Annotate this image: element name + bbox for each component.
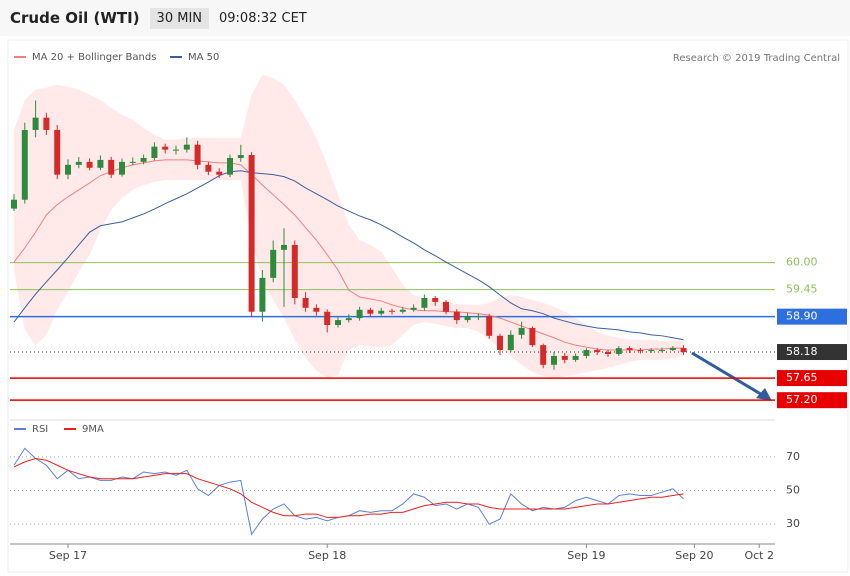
candle-body: [151, 146, 158, 158]
candle-body: [281, 244, 287, 250]
candle-body: [551, 355, 557, 365]
candle-body: [108, 159, 115, 175]
candle-body: [367, 309, 374, 314]
candle-body: [637, 350, 644, 352]
candle-body: [205, 164, 212, 172]
candle-body: [32, 117, 39, 130]
candle-body: [583, 350, 590, 356]
level-label: 57.20: [786, 393, 818, 406]
copyright: Research © 2019 Trading Central: [673, 53, 840, 64]
candle-body: [421, 297, 428, 308]
candle-body: [86, 161, 93, 168]
candle-body: [410, 307, 417, 310]
candle-body: [173, 149, 179, 151]
header: Crude Oil (WTI) 30 MIN 09:08:32 CET: [0, 0, 850, 36]
candle-body: [399, 309, 406, 312]
candle-body: [475, 316, 482, 318]
forecast-arrow: [691, 351, 765, 398]
candle-body: [140, 157, 147, 162]
candle-body: [21, 129, 28, 200]
candle-body: [335, 320, 341, 326]
y-tick-label: 50: [786, 484, 800, 497]
candle-body: [432, 297, 439, 302]
candle-body: [97, 159, 104, 168]
candle-body: [324, 311, 331, 326]
level-label: 58.90: [786, 310, 818, 323]
candle-body: [345, 318, 352, 321]
chart: Research © 2019 Trading Central 60.00 59.…: [7, 39, 849, 573]
candle-body: [227, 157, 233, 175]
x-tick-label: Sep 18: [308, 549, 346, 562]
candle-body: [669, 348, 676, 351]
level-label: 58.18: [786, 345, 818, 358]
candle-body: [626, 348, 633, 351]
moving-average: [13, 159, 684, 351]
level-box: [777, 308, 847, 325]
moving-average: [13, 170, 684, 341]
candle-body: [291, 244, 298, 298]
candle-body: [648, 350, 655, 352]
candle-body: [162, 146, 169, 150]
candle-body: [270, 249, 277, 278]
candle-body: [594, 350, 601, 353]
candle-body: [129, 161, 136, 163]
candle-body: [194, 144, 201, 165]
candle-body: [497, 335, 503, 351]
legend-label: 9MA: [82, 424, 104, 435]
candle-body: [389, 310, 395, 312]
legend-label: RSI: [32, 424, 48, 435]
candle-body: [54, 129, 61, 175]
candle-body: [518, 327, 525, 335]
level-label: 57.65: [786, 371, 818, 384]
forecast-arrowhead: [756, 388, 772, 401]
x-tick-label: Sep 17: [49, 549, 87, 562]
candle-body: [443, 301, 449, 312]
candle-body: [65, 164, 71, 175]
candle-body: [259, 277, 266, 312]
candle-body: [507, 334, 514, 351]
level-label: 59.45: [786, 283, 818, 296]
x-tick-label: Oct 2: [744, 549, 774, 562]
instrument-title: Crude Oil (WTI): [10, 9, 140, 27]
y-tick-label: 30: [786, 517, 800, 530]
candle-body: [75, 161, 82, 165]
candle-body: [464, 316, 471, 321]
candle-body: [11, 199, 17, 209]
x-tick-label: Sep 19: [567, 549, 605, 562]
candle-body: [486, 316, 493, 336]
candle-body: [119, 161, 125, 175]
candle-body: [605, 352, 611, 354]
candle-body: [615, 348, 622, 354]
candle-body: [356, 309, 363, 319]
candle-body: [302, 297, 309, 308]
candle-body: [659, 350, 665, 352]
candle-body: [216, 171, 223, 175]
candle-body: [313, 307, 320, 312]
level-box: [777, 392, 847, 409]
bollinger-band: [14, 74, 684, 379]
candle-body: [43, 117, 50, 130]
candle-body: [680, 348, 687, 353]
candle-body: [572, 355, 579, 360]
y-tick-label: 70: [786, 450, 800, 463]
candle-body: [248, 155, 255, 312]
candle-body: [561, 355, 568, 360]
indicator-line: [13, 458, 684, 518]
candle-body: [540, 345, 547, 365]
candle-body: [183, 144, 190, 150]
candle-body: [529, 327, 536, 346]
candle-body: [453, 311, 460, 321]
clock: 09:08:32 CET: [219, 10, 307, 26]
candle-body: [237, 155, 244, 158]
legend-label: MA 50: [188, 52, 219, 63]
level-box: [777, 370, 847, 387]
interval[interactable]: 30 MIN: [149, 7, 209, 29]
level-box: [777, 344, 847, 361]
level-label: 60.00: [786, 256, 818, 269]
x-tick-label: Sep 20: [675, 549, 713, 562]
legend-label: MA 20 + Bollinger Bands: [32, 52, 156, 63]
candle-body: [378, 310, 385, 314]
